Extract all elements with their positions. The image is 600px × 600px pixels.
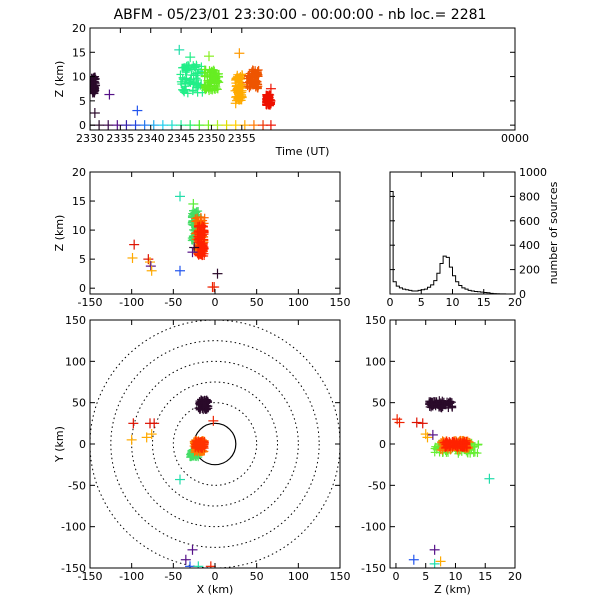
y-axis-label: Y (km): [53, 426, 66, 463]
x-tick-label: 10: [446, 296, 460, 309]
x-tick-label: 0: [212, 296, 219, 309]
plot-area: [90, 44, 276, 130]
y-tick-label: -100: [61, 521, 86, 534]
x-tick-label: -50: [164, 570, 182, 583]
histogram-line: [390, 191, 515, 294]
y-tick-label: 0: [79, 282, 86, 295]
y-tick-label: 20: [72, 166, 86, 179]
x-tick-label: 100: [288, 296, 309, 309]
y-tick-label: 50: [72, 397, 86, 410]
y-tick-label: 400: [519, 239, 540, 252]
y-tick-label: -150: [61, 562, 86, 575]
plot-area: [90, 320, 340, 568]
x-axis-label: Z (km): [434, 583, 471, 596]
y-tick-label: 600: [519, 215, 540, 228]
y-tick-label: 100: [365, 355, 386, 368]
x-tick-label: 10: [448, 570, 462, 583]
panel-z-y-projection: 0 5 10 15 20 -150 -100 -50 0 50 100 150 Z (km): [361, 314, 522, 596]
y-tick-label: 0: [79, 438, 86, 451]
y-tick-label: -100: [361, 521, 386, 534]
y-tick-label: 20: [72, 22, 86, 35]
y-axis-label: Z (km): [53, 215, 66, 252]
panel-time-height: 2330 2335 2340 2345 2350 2355 000005101520Time…: [53, 22, 529, 158]
x-tick-label: 0: [387, 296, 394, 309]
y-tick-label: 0: [519, 288, 526, 301]
y-tick-label: 150: [65, 314, 86, 327]
x-tick-label: 50: [250, 570, 264, 583]
y-tick-label: 5: [79, 95, 86, 108]
plot-frame: [89, 171, 341, 295]
y-tick-label: 150: [365, 314, 386, 327]
y-tick-label: 50: [372, 397, 386, 410]
y-tick-label: 1000: [519, 166, 547, 179]
x-tick-label: -150: [78, 570, 103, 583]
figure-title: ABFM - 05/23/01 23:30:00 - 00:00:00 - nb…: [114, 7, 487, 23]
y-tick-label: 5: [79, 253, 86, 266]
x-tick-label: 2330: [76, 132, 104, 145]
x-tick-label: 50: [250, 296, 264, 309]
x-tick-label: 100: [288, 570, 309, 583]
range-ring: [110, 340, 320, 548]
y-tick-label: -50: [68, 479, 86, 492]
x-tick-label: -50: [164, 296, 182, 309]
range-ring: [152, 381, 278, 507]
plot-area: [392, 396, 495, 568]
x-tick-label: 5: [418, 296, 425, 309]
x-tick-label: 0000: [501, 132, 529, 145]
y-tick-label: 100: [65, 355, 86, 368]
y-tick-label: 10: [72, 71, 86, 84]
x-tick-label: 2355: [228, 132, 256, 145]
y-tick-label: 15: [72, 195, 86, 208]
y-axis-label: number of sources: [547, 181, 560, 284]
x-tick-label: 2345: [167, 132, 195, 145]
x-tick-label: 15: [478, 570, 492, 583]
x-tick-label: -100: [119, 570, 144, 583]
y-tick-label: -150: [361, 562, 386, 575]
y-tick-label: 0: [379, 438, 386, 451]
y-axis-label: Z (km): [53, 61, 66, 98]
x-tick-label: 20: [508, 296, 522, 309]
plot-frame: [89, 27, 516, 131]
y-tick-label: 15: [72, 46, 86, 59]
x-tick-label: -150: [78, 296, 103, 309]
plot-frame: [89, 319, 341, 569]
x-tick-label: 150: [330, 296, 351, 309]
x-tick-label: 0: [392, 570, 399, 583]
x-axis-label: X (km): [197, 583, 234, 596]
y-tick-label: 800: [519, 190, 540, 203]
x-tick-label: 2340: [137, 132, 165, 145]
x-axis-label: Time (UT): [275, 145, 330, 158]
x-tick-label: 2335: [106, 132, 134, 145]
y-tick-label: -50: [368, 479, 386, 492]
x-tick-label: 0: [212, 570, 219, 583]
y-tick-label: 200: [519, 264, 540, 277]
range-ring: [131, 360, 299, 528]
x-tick-label: 5: [422, 570, 429, 583]
y-tick-label: 10: [72, 224, 86, 237]
range-ring: [90, 320, 340, 568]
x-tick-label: 15: [477, 296, 491, 309]
y-tick-label: 0: [79, 119, 86, 132]
plot-area: [127, 191, 223, 293]
range-ring: [172, 402, 258, 486]
x-tick-label: 20: [508, 570, 522, 583]
x-tick-label: 150: [330, 570, 351, 583]
x-tick-label: 2350: [197, 132, 225, 145]
plot-area: [390, 191, 515, 294]
x-tick-label: -100: [119, 296, 144, 309]
panel-plan-view: -150 -100 -50 0 50 100 150 -150 -100 -50 0 50 100 150…: [53, 314, 351, 596]
panel-x-z-projection: -150 -100 -50 0 50 100 150 0 5 10 15 20 Z (km): [53, 166, 351, 309]
